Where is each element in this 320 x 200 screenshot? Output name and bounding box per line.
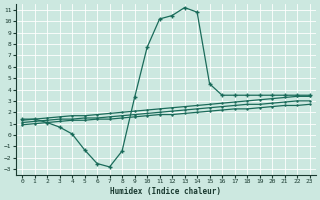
- X-axis label: Humidex (Indice chaleur): Humidex (Indice chaleur): [110, 187, 221, 196]
